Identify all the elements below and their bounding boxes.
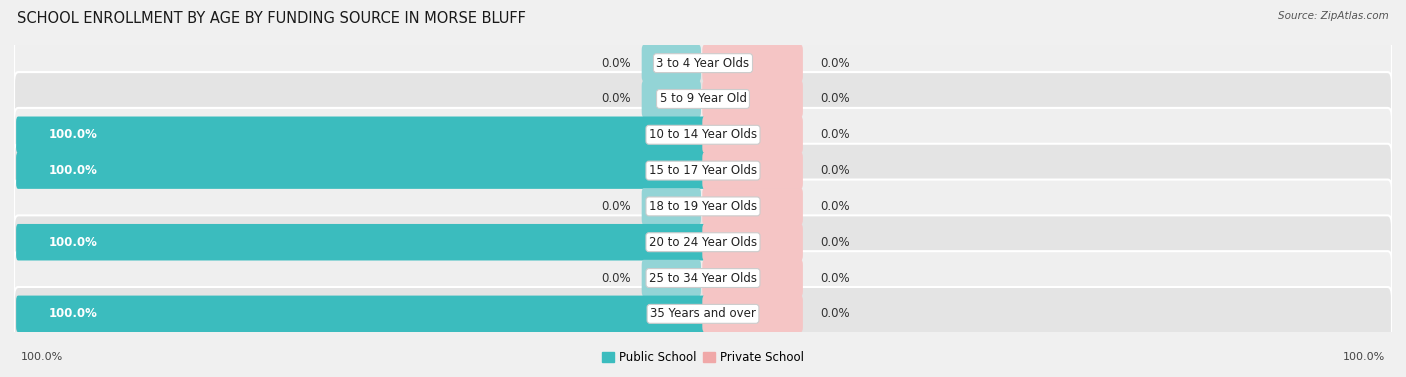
FancyBboxPatch shape [641,260,702,296]
FancyBboxPatch shape [14,287,1392,341]
Text: 18 to 19 Year Olds: 18 to 19 Year Olds [650,200,756,213]
FancyBboxPatch shape [703,260,803,296]
Text: 100.0%: 100.0% [48,128,97,141]
Text: 0.0%: 0.0% [820,307,849,320]
Text: 35 Years and over: 35 Years and over [650,307,756,320]
FancyBboxPatch shape [14,108,1392,162]
Text: 0.0%: 0.0% [602,92,631,106]
FancyBboxPatch shape [641,188,702,225]
FancyBboxPatch shape [703,152,803,189]
FancyBboxPatch shape [14,36,1392,90]
FancyBboxPatch shape [703,45,803,81]
FancyBboxPatch shape [703,188,803,225]
FancyBboxPatch shape [14,144,1392,198]
Text: 100.0%: 100.0% [48,236,97,249]
Text: 5 to 9 Year Old: 5 to 9 Year Old [659,92,747,106]
Text: 0.0%: 0.0% [602,57,631,70]
Text: 15 to 17 Year Olds: 15 to 17 Year Olds [650,164,756,177]
Text: 0.0%: 0.0% [820,164,849,177]
Text: 100.0%: 100.0% [48,307,97,320]
FancyBboxPatch shape [14,72,1392,126]
Text: 100.0%: 100.0% [1343,352,1385,362]
Text: 0.0%: 0.0% [602,271,631,285]
Text: 25 to 34 Year Olds: 25 to 34 Year Olds [650,271,756,285]
Text: 0.0%: 0.0% [820,236,849,249]
FancyBboxPatch shape [641,81,702,117]
FancyBboxPatch shape [14,215,1392,269]
FancyBboxPatch shape [14,179,1392,233]
Text: 100.0%: 100.0% [21,352,63,362]
FancyBboxPatch shape [641,45,702,81]
Text: 10 to 14 Year Olds: 10 to 14 Year Olds [650,128,756,141]
Text: SCHOOL ENROLLMENT BY AGE BY FUNDING SOURCE IN MORSE BLUFF: SCHOOL ENROLLMENT BY AGE BY FUNDING SOUR… [17,11,526,26]
Text: Source: ZipAtlas.com: Source: ZipAtlas.com [1278,11,1389,21]
FancyBboxPatch shape [15,224,704,261]
FancyBboxPatch shape [15,116,704,153]
Text: 0.0%: 0.0% [820,200,849,213]
Text: 0.0%: 0.0% [820,271,849,285]
Legend: Public School, Private School: Public School, Private School [598,346,808,369]
FancyBboxPatch shape [703,81,803,117]
Text: 100.0%: 100.0% [48,164,97,177]
FancyBboxPatch shape [14,251,1392,305]
Text: 0.0%: 0.0% [602,200,631,213]
FancyBboxPatch shape [703,224,803,261]
Text: 3 to 4 Year Olds: 3 to 4 Year Olds [657,57,749,70]
Text: 0.0%: 0.0% [820,128,849,141]
Text: 0.0%: 0.0% [820,57,849,70]
Text: 20 to 24 Year Olds: 20 to 24 Year Olds [650,236,756,249]
Text: 0.0%: 0.0% [820,92,849,106]
FancyBboxPatch shape [703,296,803,332]
FancyBboxPatch shape [703,116,803,153]
FancyBboxPatch shape [15,152,704,189]
FancyBboxPatch shape [15,296,704,332]
